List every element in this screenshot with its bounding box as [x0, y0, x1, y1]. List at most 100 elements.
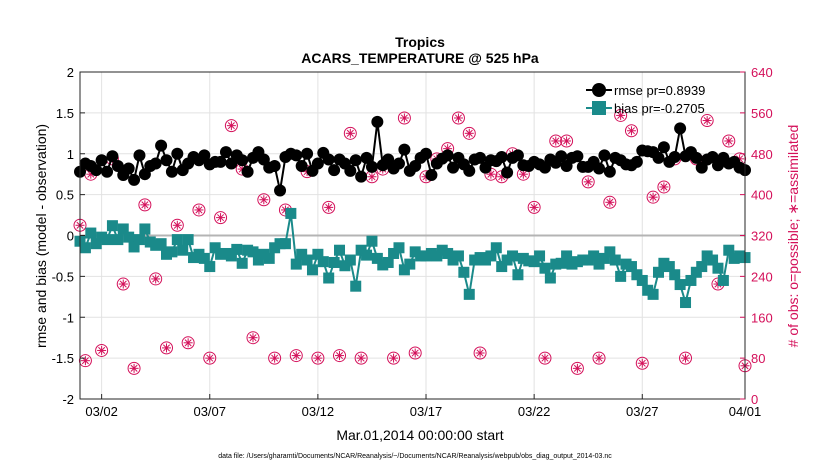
obs-possible-marker	[322, 200, 336, 214]
obs-possible-marker	[538, 351, 552, 365]
obs-assimilated-marker	[194, 205, 204, 215]
rmse-point	[301, 147, 314, 160]
x-tick-label: 04/01	[729, 404, 762, 419]
rmse-point	[290, 149, 303, 162]
obs-assimilated-marker	[572, 363, 582, 373]
rmse-point	[133, 149, 146, 162]
obs-assimilated-stroke	[530, 203, 538, 211]
obs-possible-marker	[138, 198, 152, 212]
obs-assimilated-stroke	[249, 334, 257, 342]
obs-assimilated-marker	[583, 177, 593, 187]
obs-assimilated-marker	[151, 274, 161, 284]
bias-point	[680, 297, 692, 309]
bias-point	[452, 250, 464, 262]
y-axis-right-label: # of obs: o=possible; ∗=assimilated	[785, 125, 801, 348]
bias-point	[317, 256, 329, 268]
obs-possible-marker	[289, 349, 303, 363]
bias-point	[123, 231, 135, 243]
obs-possible-marker	[473, 346, 487, 360]
obs-assimilated-marker	[367, 172, 377, 182]
rmse-point	[593, 162, 606, 175]
y-left-tick-label: 2	[67, 65, 74, 80]
bias-point	[133, 234, 145, 246]
bias-point	[631, 269, 643, 281]
obs-assimilated-stroke	[206, 354, 214, 362]
bias-point	[593, 258, 605, 270]
bias-point	[117, 223, 129, 235]
obs-assimilated-stroke	[130, 364, 138, 372]
obs-assimilated-stroke	[173, 221, 181, 229]
bias-point	[561, 250, 573, 262]
bias-point	[285, 207, 297, 219]
bias-point	[485, 250, 497, 262]
rmse-point	[101, 165, 114, 178]
obs-assimilated-stroke	[465, 129, 473, 137]
rmse-point	[90, 164, 103, 177]
y-right-tick-label: 160	[751, 310, 773, 325]
bias-point	[625, 261, 637, 273]
rmse-point	[598, 149, 611, 162]
bias-point	[90, 238, 102, 250]
obs-possible-marker	[268, 351, 282, 365]
rmse-point	[441, 149, 454, 162]
obs-possible-marker	[549, 134, 563, 148]
legend-rmse-label: rmse pr=0.8939	[614, 83, 705, 98]
rmse-point	[160, 154, 173, 167]
obs-assimilated-stroke	[595, 354, 603, 362]
plot-area	[73, 71, 752, 400]
obs-assimilated-marker	[248, 333, 258, 343]
obs-possible-marker	[679, 351, 693, 365]
rmse-point	[555, 150, 568, 163]
obs-possible-marker	[408, 346, 422, 360]
rmse-point	[382, 153, 395, 166]
x-axis-ticks: 03/02 03/07 03/12 03/17 03/22 03/27 04/01	[85, 394, 761, 419]
bias-point	[404, 258, 416, 270]
bias-point	[490, 242, 502, 254]
y-left-tick-label: -0.5	[52, 269, 74, 284]
bias-point	[717, 274, 729, 286]
bias-point	[690, 266, 702, 278]
obs-possible-marker	[614, 108, 628, 122]
bias-point	[615, 270, 627, 282]
obs-assimilated-marker	[681, 353, 691, 363]
bias-point	[79, 242, 91, 254]
obs-assimilated-marker	[80, 356, 90, 366]
bias-point	[669, 269, 681, 281]
rmse-point	[495, 151, 508, 164]
bias-point	[431, 250, 443, 262]
obs-assimilated-stroke	[660, 183, 668, 191]
y-right-tick-label: 480	[751, 147, 773, 162]
x-axis-label: Mar.01,2014 00:00:00 start	[336, 427, 503, 443]
bias-point	[512, 269, 524, 281]
bias-point	[382, 256, 394, 268]
obs-assimilated-stroke	[141, 201, 149, 209]
bias-point	[636, 274, 648, 286]
x-tick-label: 03/02	[85, 404, 118, 419]
y-left-tick-label: 0.5	[56, 188, 74, 203]
obs-assimilated-marker	[551, 136, 561, 146]
obs-possible-marker	[635, 356, 649, 370]
obs-assimilated-marker	[172, 220, 182, 230]
bias-point	[139, 223, 151, 235]
bias-point	[723, 244, 735, 256]
rmse-point	[690, 151, 703, 164]
rmse-point	[295, 160, 308, 173]
bias-point	[252, 254, 264, 266]
obs-possible-marker	[581, 175, 595, 189]
rmse-point	[268, 160, 281, 173]
bias-point	[344, 254, 356, 266]
obs-possible-marker	[354, 351, 368, 365]
rmse-point	[128, 173, 141, 186]
bias-point	[155, 238, 167, 250]
rmse-point	[311, 157, 324, 170]
obs-possible-marker	[203, 351, 217, 365]
obs-possible-marker	[397, 111, 411, 125]
bias-point	[128, 241, 140, 253]
rmse-point	[355, 170, 368, 183]
obs-possible-marker	[311, 351, 325, 365]
bias-point	[312, 248, 324, 260]
obs-assimilated-stroke	[260, 196, 268, 204]
obs-possible-marker	[646, 190, 660, 204]
bias-point	[182, 234, 194, 246]
